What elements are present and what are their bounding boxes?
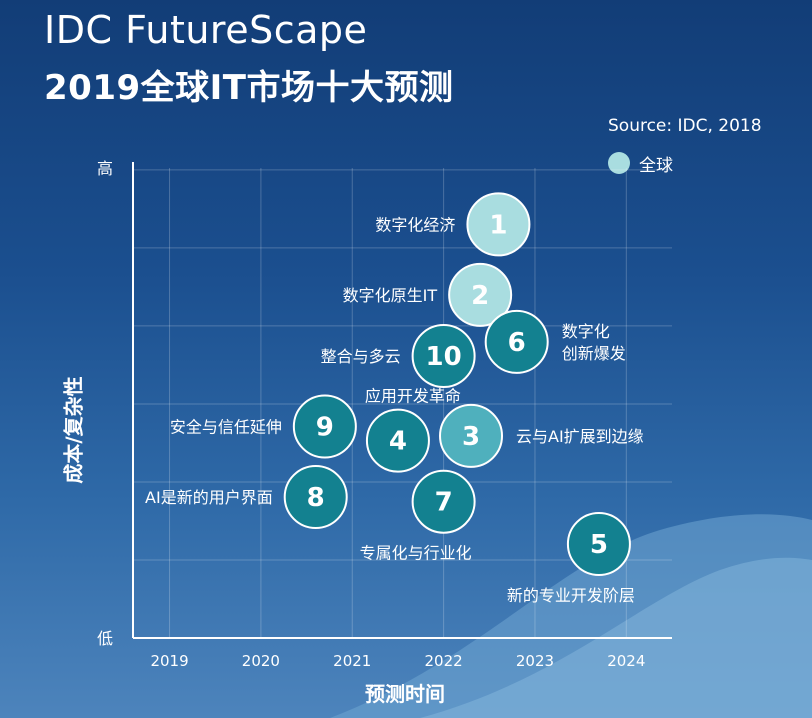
- y-tick-label: 低: [97, 629, 113, 648]
- x-tick-label: 2019: [150, 652, 188, 670]
- bubble-number-3: 3: [462, 422, 480, 452]
- title-line-2: 2019全球IT市场十大预测: [44, 68, 454, 108]
- bubble-number-4: 4: [389, 427, 407, 457]
- bubble-label-10: 整合与多云: [321, 347, 401, 366]
- bubble-7: [411, 469, 476, 534]
- bubble-label-2: 数字化原生IT: [343, 286, 438, 305]
- bubble-number-6: 6: [508, 328, 526, 358]
- x-tick-label: 2024: [607, 652, 645, 670]
- y-tick-label: 高: [97, 159, 113, 178]
- bubble-6: [484, 309, 549, 374]
- bubble-2: [448, 262, 513, 327]
- x-tick-label: 2023: [516, 652, 554, 670]
- bubble-number-2: 2: [471, 281, 489, 311]
- x-axis-title: 预测时间: [365, 682, 445, 706]
- bubble-label-4: 应用开发革命: [365, 387, 461, 406]
- bubble-label-6: 数字化: [562, 322, 610, 341]
- x-tick-label: 2022: [425, 652, 463, 670]
- bubble-label-9: 安全与信任延伸: [170, 418, 282, 437]
- legend: 全球: [608, 151, 673, 176]
- bubble-label-7: 专属化与行业化: [360, 544, 472, 563]
- bubble-number-1: 1: [489, 210, 507, 240]
- bubble-9: [292, 394, 357, 459]
- x-tick-label: 2020: [242, 652, 280, 670]
- legend-label: 全球: [639, 155, 673, 176]
- source-note: Source: IDC, 2018: [608, 116, 762, 136]
- y-axis-title-wrap: 成本/复杂性: [62, 376, 179, 483]
- bubble-number-5: 5: [590, 530, 608, 560]
- bubble-label-6: 创新爆发: [562, 344, 626, 363]
- bubble-label-5: 新的专业开发阶层: [507, 586, 635, 605]
- bubble-number-10: 10: [426, 342, 462, 372]
- bubble-number-8: 8: [307, 483, 325, 513]
- bubble-10: [411, 324, 476, 388]
- bubble-number-9: 9: [316, 413, 334, 443]
- bubble-label-8: AI是新的用户界面: [145, 488, 273, 507]
- bubble-number-7: 7: [435, 488, 453, 518]
- bubble-5: [566, 512, 631, 576]
- bubble-3: [439, 403, 504, 468]
- bubble-1: [466, 192, 531, 257]
- legend-swatch: [608, 152, 630, 174]
- title-line-1: IDC FutureScape: [44, 8, 368, 52]
- y-axis-title: 成本/复杂性: [61, 376, 86, 484]
- bubble-label-1: 数字化经济: [375, 215, 455, 234]
- bubble-4: [365, 408, 430, 473]
- bubble-label-3: 云与AI扩展到边缘: [516, 427, 644, 446]
- x-tick-label: 2021: [333, 652, 371, 670]
- bubble-8: [283, 465, 348, 529]
